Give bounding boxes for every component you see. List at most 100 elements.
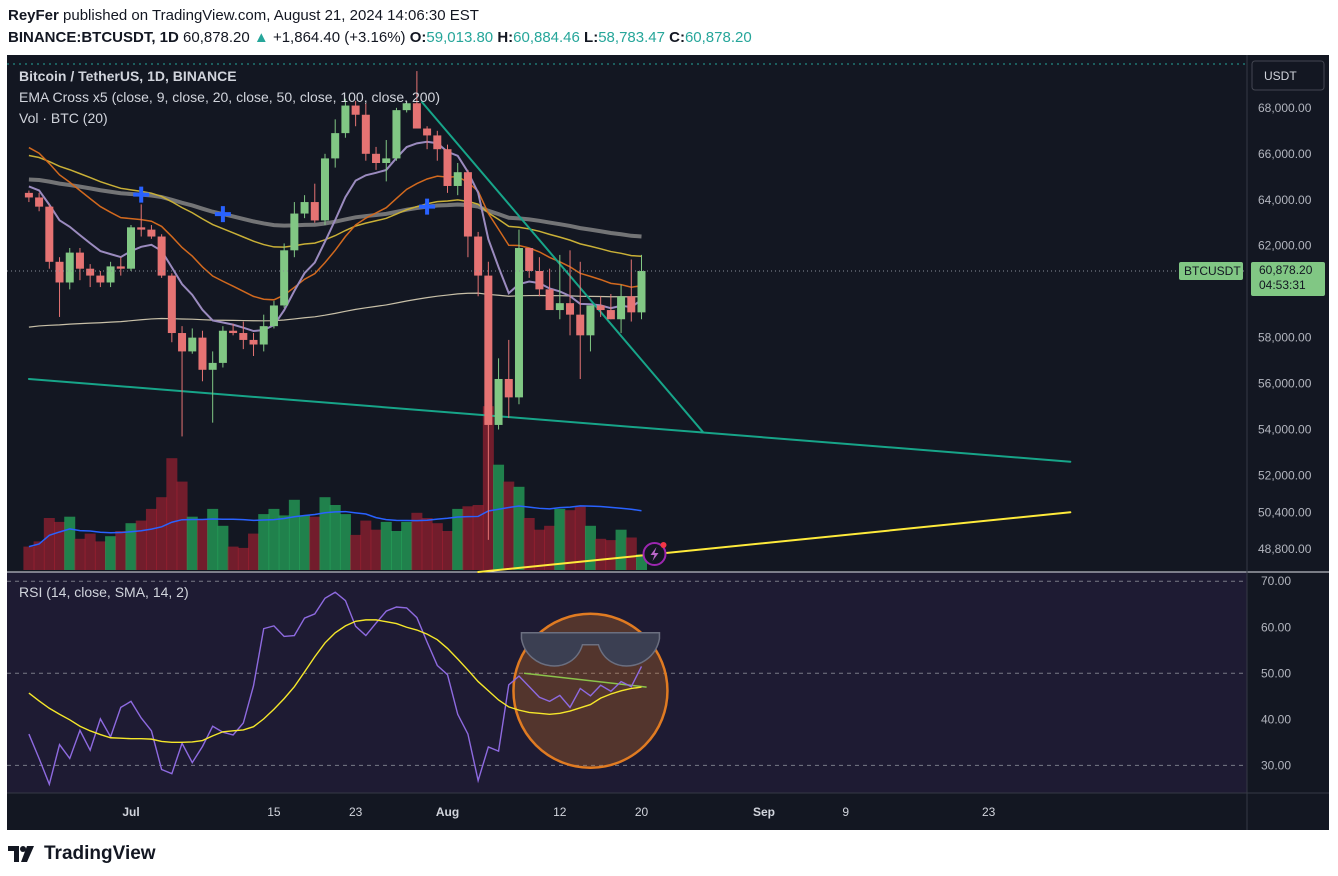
time-tick-label: 9 [842, 805, 849, 819]
candle-body[interactable] [514, 248, 523, 398]
candle-body[interactable] [453, 172, 462, 186]
candle-body[interactable] [351, 105, 360, 115]
volume-bar [64, 516, 76, 570]
candle-body[interactable] [116, 266, 125, 269]
candle-body[interactable] [290, 213, 299, 251]
price-tick-label: 62,000.00 [1258, 239, 1312, 253]
candle-body[interactable] [576, 314, 585, 336]
chart-canvas[interactable]: 68,000.00 66,000.00 64,000.00 62,000.00 58,0… [7, 55, 1329, 830]
symbol-price-tag [1179, 261, 1243, 280]
candle-body[interactable] [484, 275, 493, 425]
candle-body[interactable] [535, 270, 544, 290]
candle-body[interactable] [494, 378, 503, 425]
price-tick-label: 52,000.00 [1258, 468, 1312, 482]
candle-body[interactable] [555, 303, 564, 311]
time-tick-label: 15 [267, 805, 281, 819]
candle-body[interactable] [96, 275, 105, 283]
volume-bar [288, 499, 300, 570]
candle-body[interactable] [463, 172, 472, 237]
candle-body[interactable] [300, 202, 309, 214]
trendlines[interactable] [27, 101, 1072, 573]
candle-body[interactable] [361, 114, 370, 154]
candle-body[interactable] [188, 337, 197, 352]
volume-bar [574, 506, 586, 570]
candle-body[interactable] [259, 326, 268, 345]
candle-body[interactable] [106, 266, 115, 283]
candle-body[interactable] [249, 339, 258, 345]
price-tick-label: 50,400.00 [1258, 505, 1312, 519]
candle-body[interactable] [45, 206, 54, 262]
candle-body[interactable] [55, 261, 64, 283]
published-text: published on TradingView.com, August 21,… [63, 7, 479, 24]
candle-body[interactable] [412, 103, 421, 129]
candle-body[interactable] [637, 270, 646, 313]
rising-support-yellow-line[interactable] [477, 511, 1072, 573]
candle-body[interactable] [331, 133, 340, 159]
candle-body[interactable] [86, 268, 95, 276]
candle-body[interactable] [504, 378, 513, 398]
candle-body[interactable] [423, 128, 432, 136]
candle-body[interactable] [474, 236, 483, 276]
currency-button[interactable] [1251, 60, 1325, 91]
candle-body[interactable] [218, 330, 227, 363]
price-tick-label: 58,000.00 [1258, 331, 1312, 345]
lower-support-teal-line[interactable] [27, 377, 1072, 463]
candle-body[interactable] [443, 149, 452, 186]
price-tick-label: 66,000.00 [1258, 147, 1312, 161]
volume-bar [125, 523, 137, 570]
price-tick-label: 56,000.00 [1258, 377, 1312, 391]
candle-body[interactable] [137, 227, 146, 230]
candle-body[interactable] [167, 275, 176, 334]
volume-bar [145, 508, 157, 570]
volume-bar [625, 537, 637, 570]
candle-body[interactable] [280, 250, 289, 306]
volume-bar [299, 515, 311, 570]
candle-body[interactable] [229, 330, 238, 334]
high-label: H: [497, 29, 514, 46]
cross-marker-icon [133, 186, 150, 203]
volume-bar [227, 546, 239, 570]
candle-body[interactable] [65, 252, 74, 283]
candle-body[interactable] [525, 248, 534, 271]
lightning-alert-icon[interactable] [642, 542, 667, 566]
volume-bar [33, 541, 45, 570]
candle-body[interactable] [24, 192, 33, 198]
volume-bars [23, 406, 647, 570]
candle-body[interactable] [310, 202, 319, 221]
candle-body[interactable] [320, 158, 329, 221]
candle-body[interactable] [127, 227, 135, 269]
candle-body[interactable] [617, 296, 626, 320]
candle-body[interactable] [75, 252, 84, 269]
time-tick-label: Aug [436, 805, 459, 819]
candle-body[interactable] [239, 333, 248, 340]
volume-bar [105, 536, 117, 570]
candle-body[interactable] [147, 229, 156, 237]
candle-body[interactable] [198, 337, 207, 370]
candle-body[interactable] [596, 305, 605, 311]
candle-body[interactable] [208, 362, 217, 370]
candle-body[interactable] [341, 105, 350, 134]
high-value: 60,884.46 [513, 29, 580, 46]
price-tick-label: 68,000.00 [1258, 101, 1312, 115]
candlesticks[interactable] [24, 71, 646, 540]
candle-body[interactable] [35, 197, 44, 207]
candle-body[interactable] [178, 333, 187, 352]
volume-bar [452, 508, 464, 570]
candle-body[interactable] [269, 305, 278, 327]
candle-body[interactable] [566, 303, 575, 315]
symbol-label: BINANCE:BTCUSDT, 1D [8, 29, 179, 46]
rsi-pane-background [7, 572, 1247, 793]
descending-resistance-line[interactable] [420, 101, 704, 433]
candle-body[interactable] [606, 310, 615, 320]
last-price-tag [1251, 261, 1325, 296]
candle-body[interactable] [545, 289, 554, 311]
candle-body[interactable] [372, 153, 381, 163]
candle-body[interactable] [392, 110, 401, 159]
candle-body[interactable] [627, 296, 636, 313]
candle-body[interactable] [402, 103, 411, 111]
candle-body[interactable] [157, 236, 166, 276]
candle-body[interactable] [382, 158, 391, 163]
candle-body[interactable] [586, 305, 595, 336]
candle-body[interactable] [433, 135, 442, 150]
author-name: ReyFer [8, 7, 59, 24]
